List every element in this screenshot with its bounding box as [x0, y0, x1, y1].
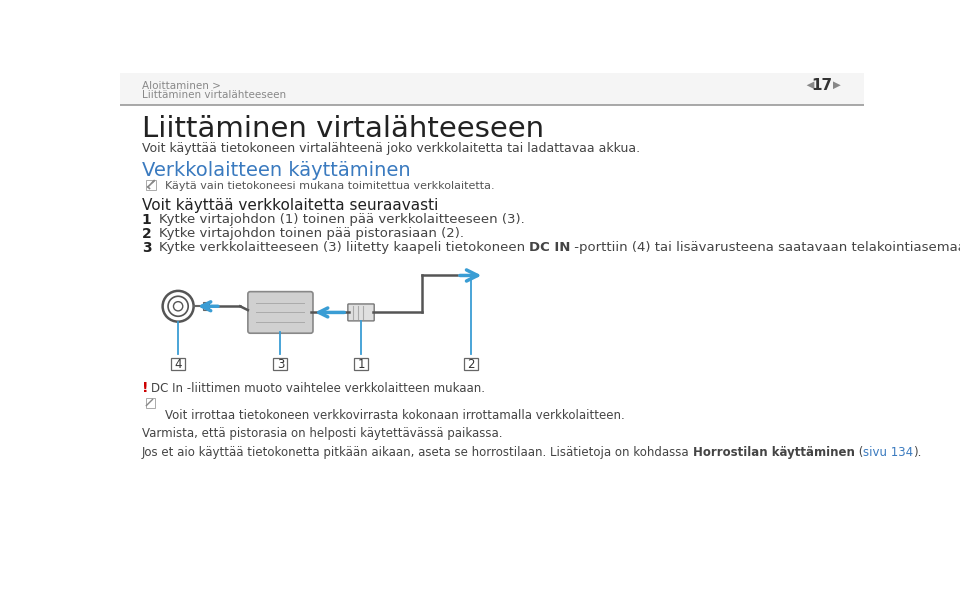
- Text: Liittäminen virtalähteeseen: Liittäminen virtalähteeseen: [142, 116, 543, 143]
- Text: Horrostilan käyttäminen: Horrostilan käyttäminen: [693, 446, 855, 458]
- Text: 3: 3: [276, 358, 284, 370]
- Text: Käytä vain tietokoneesi mukana toimitettua verkkolaitetta.: Käytä vain tietokoneesi mukana toimitett…: [165, 181, 494, 191]
- Text: 1: 1: [142, 213, 152, 227]
- Text: 3: 3: [142, 241, 152, 255]
- Text: 2: 2: [468, 358, 475, 370]
- Text: DC In -liittimen muoto vaihtelee verkkolaitteen mukaan.: DC In -liittimen muoto vaihtelee verkkol…: [151, 382, 485, 395]
- Text: 1: 1: [357, 358, 365, 370]
- Text: Varmista, että pistorasia on helposti käytettävässä paikassa.: Varmista, että pistorasia on helposti kä…: [142, 427, 502, 440]
- Text: ).: ).: [914, 446, 922, 458]
- Text: 17: 17: [811, 78, 832, 93]
- Bar: [120, 73, 864, 105]
- Text: Kytke verkkolaitteeseen (3) liitetty kaapeli tietokoneen: Kytke verkkolaitteeseen (3) liitetty kaa…: [158, 241, 529, 254]
- Polygon shape: [203, 302, 209, 310]
- Text: !: !: [142, 381, 148, 395]
- FancyBboxPatch shape: [348, 304, 374, 321]
- Text: (: (: [855, 446, 863, 458]
- Text: 2: 2: [142, 227, 152, 241]
- FancyBboxPatch shape: [464, 358, 478, 370]
- Text: DC IN: DC IN: [529, 241, 570, 254]
- Text: Jos et aio käyttää tietokonetta pitkään aikaan, aseta se horrostilaan. Lisätieto: Jos et aio käyttää tietokonetta pitkään …: [142, 446, 693, 458]
- FancyBboxPatch shape: [171, 358, 185, 370]
- Text: Kytke virtajohdon (1) toinen pää verkkolaitteeseen (3).: Kytke virtajohdon (1) toinen pää verkkol…: [158, 213, 524, 226]
- Text: Voit käyttää tietokoneen virtalähteenä joko verkkolaitetta tai ladattavaa akkua.: Voit käyttää tietokoneen virtalähteenä j…: [142, 142, 639, 155]
- Text: Voit käyttää verkkolaitetta seuraavasti: Voit käyttää verkkolaitetta seuraavasti: [142, 198, 438, 213]
- Text: 4: 4: [175, 358, 181, 370]
- Text: Verkkolaitteen käyttäminen: Verkkolaitteen käyttäminen: [142, 161, 410, 180]
- Text: Voit irrottaa tietokoneen verkkovirrasta kokonaan irrottamalla verkkolaitteen.: Voit irrottaa tietokoneen verkkovirrasta…: [165, 409, 625, 422]
- Text: Liittäminen virtalähteeseen: Liittäminen virtalähteeseen: [142, 90, 286, 100]
- Polygon shape: [833, 81, 841, 89]
- FancyBboxPatch shape: [354, 358, 368, 370]
- Text: -porttiin (4) tai lisävarusteena saatavaan telakointiasemaan.: -porttiin (4) tai lisävarusteena saatava…: [570, 241, 960, 254]
- FancyBboxPatch shape: [274, 358, 287, 370]
- Text: Aloittaminen >: Aloittaminen >: [142, 81, 221, 91]
- Text: Kytke virtajohdon toinen pää pistorasiaan (2).: Kytke virtajohdon toinen pää pistorasiaa…: [158, 227, 464, 240]
- FancyBboxPatch shape: [248, 292, 313, 333]
- Polygon shape: [806, 81, 814, 89]
- Text: sivu 134: sivu 134: [863, 446, 914, 458]
